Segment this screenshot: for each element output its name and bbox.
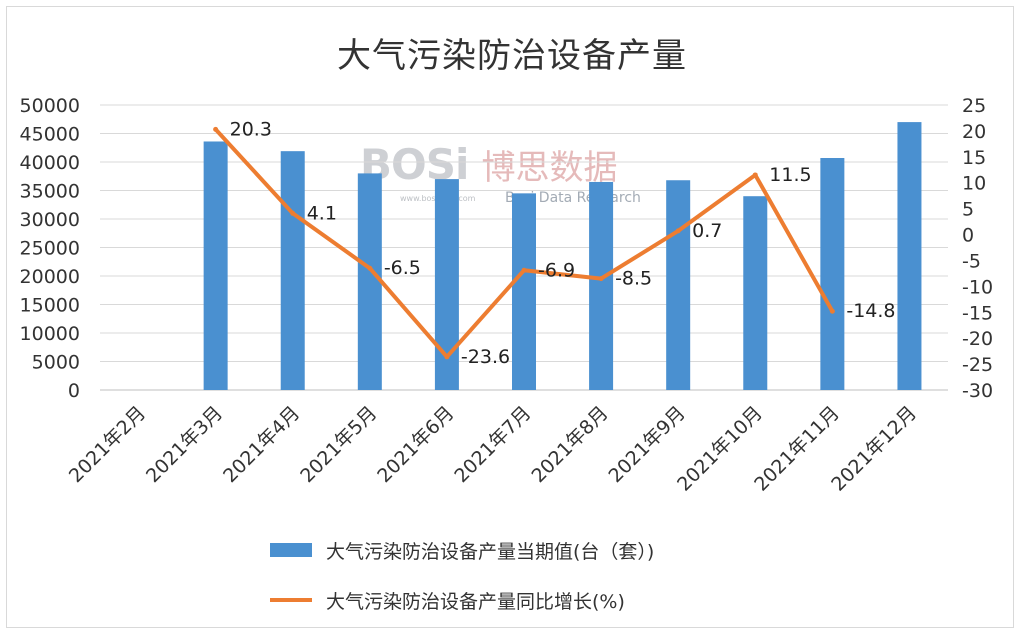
data-label: -8.5 (615, 268, 652, 290)
y-left-tick-label: 25000 (20, 238, 80, 260)
y-right-tick-label: -30 (962, 380, 993, 402)
bar (743, 196, 768, 390)
y-left-tick-label: 5000 (32, 352, 80, 374)
bar (666, 180, 691, 390)
legend-swatch-bar (270, 543, 312, 557)
bar (280, 151, 305, 390)
y-right-tick-label: 20 (962, 121, 986, 143)
data-label: 4.1 (307, 202, 337, 224)
y-right-tick-label: -5 (962, 250, 981, 272)
y-axis-right: -30 -25 -20 -15 -10 -5 0 5 10 15 20 25 (962, 95, 993, 402)
data-label: 0.7 (692, 220, 722, 242)
bar (820, 158, 845, 390)
line-point (213, 126, 219, 132)
line-point (675, 228, 681, 234)
line-series (213, 126, 835, 360)
y-left-tick-label: 40000 (20, 152, 80, 174)
y-right-tick-label: 15 (962, 147, 986, 169)
bar (589, 181, 614, 390)
x-tick-label: 2021年9月 (605, 402, 690, 487)
y-axis-left: 0 5000 10000 15000 20000 25000 30000 35000 40000… (20, 95, 80, 402)
y-right-tick-label: 10 (962, 173, 986, 195)
line-point (598, 276, 604, 282)
y-right-tick-label: 25 (962, 95, 986, 117)
y-left-tick-label: 15000 (20, 295, 80, 317)
data-label: -6.9 (538, 259, 575, 281)
y-right-tick-label: -10 (962, 276, 993, 298)
x-tick-label: 2021年7月 (450, 402, 535, 487)
y-left-tick-label: 20000 (20, 266, 80, 288)
legend-label-bar: 大气污染防治设备产量当期值(台（套）) (326, 540, 655, 563)
y-left-tick-label: 30000 (20, 209, 80, 231)
x-axis: 2021年2月2021年3月2021年4月2021年5月2021年6月2021年… (65, 402, 921, 496)
x-tick-label: 2021年2月 (65, 402, 150, 487)
line-point (444, 354, 450, 360)
chart-frame (6, 6, 1014, 628)
bar-series (203, 122, 922, 390)
bar (512, 193, 536, 390)
legend-label-line: 大气污染防治设备产量同比增长(%) (326, 590, 625, 613)
bar (897, 122, 922, 390)
line-point (752, 172, 758, 178)
x-tick-label: 2021年3月 (142, 402, 227, 487)
data-label: -23.6 (461, 346, 510, 368)
y-right-tick-label: -25 (962, 354, 993, 376)
legend-swatch-line (270, 598, 312, 602)
y-left-tick-label: 50000 (20, 95, 80, 117)
y-left-tick-label: 10000 (20, 323, 80, 345)
y-right-tick-label: 0 (962, 225, 974, 247)
y-left-tick-label: 45000 (20, 124, 80, 146)
data-label: -14.8 (846, 300, 895, 322)
x-tick-label: 2021年6月 (373, 402, 458, 487)
chart-title: 大气污染防治设备产量 (337, 36, 687, 76)
x-tick-label: 2021年4月 (219, 402, 304, 487)
y-left-tick-label: 0 (68, 380, 80, 402)
x-tick-label: 2021年8月 (527, 402, 612, 487)
data-label: -6.5 (384, 257, 421, 279)
data-labels: 20.3 4.1 -6.5 -23.6 -6.9 -8.5 0.7 11.5 -14.8 (230, 118, 896, 367)
bar (357, 173, 382, 390)
line-point (290, 210, 296, 216)
bar (203, 141, 228, 390)
y-right-tick-label: -15 (962, 302, 993, 324)
y-right-tick-label: -20 (962, 328, 993, 350)
line-point (829, 308, 835, 314)
line-point (521, 267, 527, 273)
data-label: 20.3 (230, 118, 272, 140)
line-point (367, 265, 373, 271)
legend-item-bar: 大气污染防治设备产量当期值(台（套）) (270, 538, 655, 563)
x-tick-label: 2021年5月 (296, 402, 381, 487)
y-right-tick-label: 5 (962, 199, 974, 221)
legend-item-line: 大气污染防治设备产量同比增长(%) (270, 588, 654, 613)
legend: 大气污染防治设备产量当期值(台（套）) 大气污染防治设备产量同比增长(%) (270, 538, 654, 638)
data-label: 11.5 (769, 164, 811, 186)
y-left-tick-label: 35000 (20, 181, 80, 203)
